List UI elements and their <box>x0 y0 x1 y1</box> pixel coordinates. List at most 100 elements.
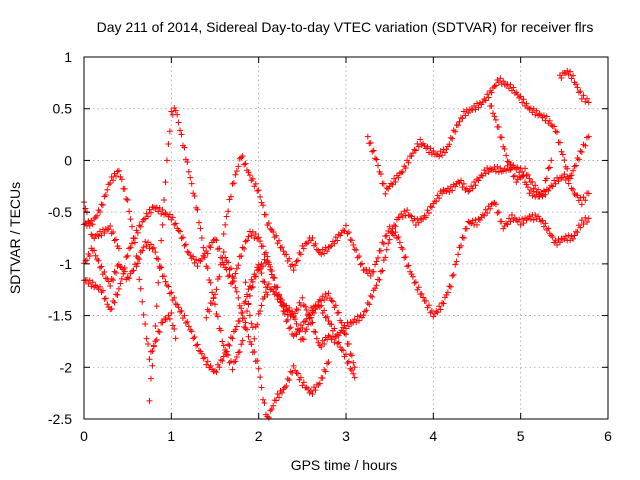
data-point <box>104 186 111 193</box>
data-point <box>284 307 291 314</box>
data-point <box>535 186 542 193</box>
data-point <box>248 320 255 327</box>
data-point <box>113 291 120 298</box>
data-point <box>260 202 267 209</box>
data-point <box>99 202 106 209</box>
data-point <box>147 241 154 248</box>
data-point <box>222 347 229 354</box>
data-point <box>108 173 115 180</box>
data-point <box>538 191 545 198</box>
data-point <box>303 307 310 314</box>
data-point <box>508 211 515 218</box>
data-point <box>471 178 478 185</box>
data-point <box>469 185 476 192</box>
data-point <box>364 270 371 277</box>
data-point <box>308 314 315 321</box>
data-point <box>494 209 501 216</box>
data-point <box>425 210 432 217</box>
data-point <box>111 299 118 306</box>
data-point <box>415 284 422 291</box>
data-point <box>348 352 355 359</box>
data-point <box>171 105 178 112</box>
data-point <box>238 341 245 348</box>
data-point <box>539 217 546 224</box>
data-point <box>123 196 130 203</box>
data-point <box>570 186 577 193</box>
data-point <box>543 113 550 120</box>
data-point <box>165 140 172 147</box>
data-point <box>308 320 315 327</box>
data-point <box>88 231 95 238</box>
data-point <box>546 117 553 124</box>
data-point <box>383 184 390 191</box>
data-point <box>433 198 440 205</box>
data-point <box>105 226 112 233</box>
data-point <box>264 257 271 264</box>
data-point <box>567 175 574 182</box>
data-point <box>572 162 579 169</box>
data-point <box>255 187 262 194</box>
data-point <box>159 221 166 228</box>
series-track-9 <box>364 75 592 208</box>
data-point <box>459 184 466 191</box>
data-point <box>516 173 523 180</box>
data-point <box>241 161 248 168</box>
data-point <box>152 338 159 345</box>
data-point <box>292 316 299 323</box>
x-tick-label: 4 <box>429 428 437 444</box>
data-point <box>182 241 189 248</box>
data-point <box>542 220 549 227</box>
data-point <box>552 128 559 135</box>
data-point <box>584 95 591 102</box>
data-point <box>514 164 521 171</box>
data-point <box>115 261 122 268</box>
data-point <box>556 239 563 246</box>
data-point <box>226 342 233 349</box>
data-point <box>332 335 339 342</box>
data-point <box>191 334 198 341</box>
data-point <box>389 225 396 232</box>
data-point <box>498 218 505 225</box>
data-point <box>214 246 221 253</box>
data-point <box>273 397 280 404</box>
data-point <box>278 297 285 304</box>
data-point <box>391 175 398 182</box>
data-point <box>178 131 185 138</box>
x-tick-label: 1 <box>167 428 175 444</box>
data-point <box>203 361 210 368</box>
data-point <box>351 364 358 371</box>
data-point <box>255 310 262 317</box>
data-point <box>220 342 227 349</box>
data-point <box>115 245 122 252</box>
data-point <box>565 180 572 187</box>
data-point <box>549 233 556 240</box>
data-point <box>292 262 299 269</box>
data-point <box>145 213 152 220</box>
data-point <box>460 180 467 187</box>
data-point <box>293 370 300 377</box>
series-track-2 <box>81 199 122 252</box>
data-point <box>276 237 283 244</box>
data-point <box>308 304 315 311</box>
data-point <box>555 178 562 185</box>
data-point <box>575 156 582 163</box>
data-point <box>297 251 304 258</box>
data-point <box>216 245 223 252</box>
data-point <box>101 230 108 237</box>
data-point <box>463 225 470 232</box>
data-point <box>155 256 162 263</box>
data-point <box>495 124 502 131</box>
data-point <box>226 266 233 273</box>
data-point <box>379 239 386 246</box>
data-point <box>213 310 220 317</box>
data-point <box>420 215 427 222</box>
data-point <box>351 316 358 323</box>
data-point <box>101 269 108 276</box>
data-point <box>190 190 197 197</box>
data-point <box>171 221 178 228</box>
data-point <box>169 322 176 329</box>
data-point <box>228 334 235 341</box>
data-point <box>244 293 251 300</box>
data-point <box>127 270 134 277</box>
data-point <box>233 288 240 295</box>
